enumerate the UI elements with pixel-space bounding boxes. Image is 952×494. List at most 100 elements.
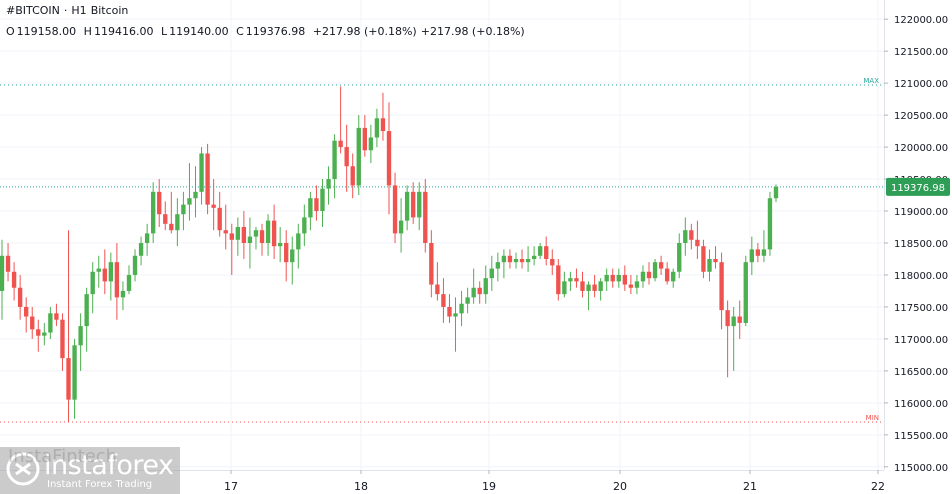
candle-body [598, 281, 603, 291]
candle-body [102, 268, 107, 282]
l-label: L [160, 25, 168, 38]
candle-body [610, 274, 615, 282]
candle-body [495, 262, 501, 269]
candle-body [501, 255, 507, 263]
price-tick-label: 118000.00 [894, 271, 948, 282]
candle-body [96, 268, 101, 272]
last-price-badge-bg [886, 177, 950, 196]
candle-body [562, 281, 567, 295]
candle-body [144, 233, 150, 243]
candle-body [199, 153, 204, 192]
change-value-2: +217.98 (+0.18%) [420, 25, 525, 38]
instrument-name: Bitcoin [90, 4, 129, 17]
last-price-badge: 119376.98 [886, 177, 950, 196]
candle-body [616, 274, 621, 282]
candles [0, 86, 779, 423]
candle-body [42, 332, 47, 336]
symbol: #BITCOIN [6, 4, 60, 17]
change-value: +217.98 (+0.18%) [312, 25, 417, 38]
time-tick-label: 17 [224, 480, 238, 493]
candle-body [163, 214, 168, 224]
candle-body [646, 271, 652, 279]
candle-body [338, 140, 343, 148]
candle-body [677, 242, 682, 272]
candle-body [725, 310, 730, 327]
brand-name: instaforex [44, 450, 174, 481]
candle-body [78, 326, 83, 346]
candle-body [380, 118, 386, 132]
candle-body [362, 127, 367, 151]
candle-body [187, 198, 192, 205]
close-value: 119376.98 [245, 25, 306, 38]
candle-body [296, 233, 301, 250]
time-tick-label: 22 [871, 480, 885, 493]
candle-body [356, 127, 361, 186]
candle-body [302, 217, 307, 234]
candle-body [580, 281, 585, 291]
time-tick-label: 19 [482, 480, 496, 493]
candle-body [30, 316, 35, 330]
grid [0, 0, 884, 470]
candle-body [72, 345, 77, 400]
candle-body [398, 220, 404, 234]
candle-body [689, 230, 694, 240]
candle-body [205, 153, 210, 205]
candle-body [271, 220, 277, 247]
time-tick-label: 18 [354, 480, 368, 493]
instaforex-logo-icon [6, 452, 40, 486]
price-tick-label: 117500.00 [894, 303, 948, 314]
candle-body [719, 262, 724, 311]
candle-body [374, 118, 380, 138]
price-tick-label: 116500.00 [894, 367, 948, 378]
candle-body [658, 262, 664, 269]
candle-body [640, 271, 646, 282]
candle-body [435, 284, 440, 295]
time-tick-label: 21 [743, 480, 757, 493]
candle-body [36, 329, 41, 336]
price-tick-label: 115500.00 [894, 431, 948, 442]
h-label: H [83, 25, 92, 38]
candle-body [417, 191, 422, 218]
candle-body [169, 223, 174, 231]
candle-body [622, 274, 628, 285]
candle-body [5, 255, 11, 272]
candle-body [592, 284, 597, 291]
instaforex-watermark: instaforex Instant Forex Trading [0, 447, 180, 494]
candle-body [326, 179, 331, 189]
candle-body [731, 316, 736, 327]
candle-body [60, 319, 65, 359]
candle-body [308, 198, 313, 218]
candle-body [114, 262, 120, 298]
candle-body [544, 246, 549, 259]
price-tick-label: 117000.00 [894, 335, 948, 346]
candle-body [652, 262, 658, 279]
candle-body [84, 294, 89, 327]
candle-body [701, 246, 706, 272]
candle-body [48, 313, 53, 333]
candle-body [193, 191, 198, 199]
candle-body [132, 255, 138, 275]
candle-body [441, 294, 446, 307]
candle-body [761, 249, 767, 256]
candle-body [277, 242, 283, 247]
candle-body [713, 258, 718, 263]
price-tick-label: 118500.00 [894, 239, 948, 250]
candle-body [392, 185, 398, 234]
min-label: MIN [866, 414, 879, 422]
candle-body [683, 230, 688, 243]
candle-body [126, 274, 132, 291]
candle-body [574, 278, 579, 282]
candle-body [314, 198, 319, 212]
candle-body [320, 188, 325, 212]
candle-body [386, 131, 392, 186]
candle-body [471, 287, 476, 298]
candle-body [247, 236, 253, 243]
candle-body [707, 258, 712, 272]
price-tick-label: 116000.00 [894, 399, 948, 410]
candle-body [695, 239, 700, 247]
candle-body [507, 255, 513, 263]
low-value: 119140.00 [169, 25, 229, 38]
candle-body [513, 258, 519, 263]
candle-body [90, 271, 95, 295]
candle-body [489, 268, 494, 279]
